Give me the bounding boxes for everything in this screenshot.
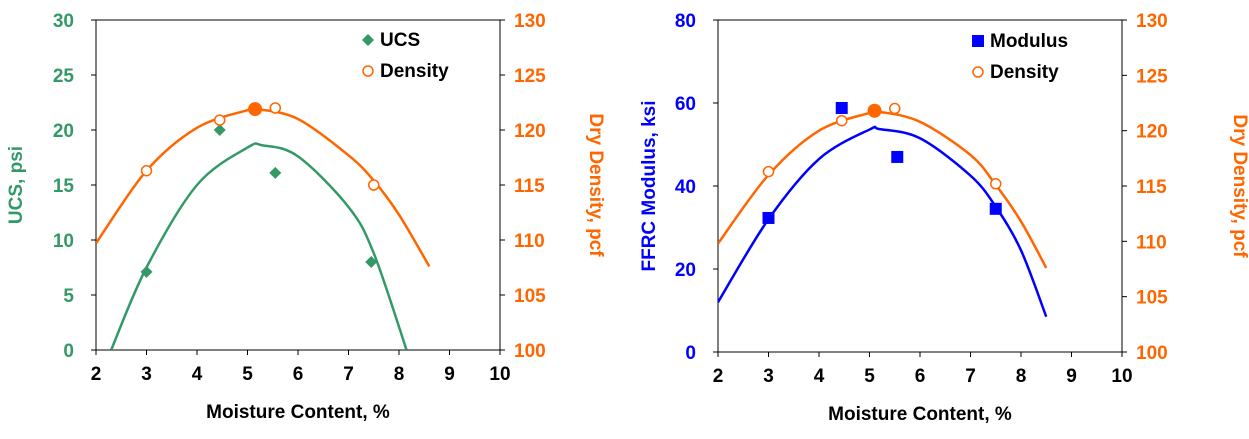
y2-axis-title: Dry Density, pcf (585, 113, 606, 257)
y2-axis-title: Dry Density, pcf (1229, 114, 1249, 258)
y2-tick-label: 115 (514, 176, 545, 197)
y2-tick-label: 105 (514, 286, 546, 307)
y-tick-label: 0 (63, 341, 74, 362)
legend-label: UCS (380, 30, 420, 51)
x-tick-label: 5 (864, 366, 875, 387)
density-point (835, 114, 848, 127)
modulus-density-chart: 2 3 4 5 6 7 8 9 10020406080100105110115120125130… (639, 11, 1249, 425)
density-point (140, 164, 153, 177)
y2-tick-label: 130 (514, 11, 546, 32)
x-tick-label: 8 (1016, 366, 1027, 387)
density-point (889, 102, 901, 115)
density-point (368, 179, 380, 191)
primary-point (269, 166, 282, 179)
primary-point (213, 124, 226, 136)
y-tick-label: 40 (675, 177, 696, 198)
y-tick-label: 15 (53, 176, 75, 197)
primary-point (140, 265, 153, 278)
optimum-point (248, 102, 263, 117)
x-tick-label: 7 (965, 366, 976, 387)
legend-label: Density (990, 62, 1059, 83)
y2-tick-label: 120 (1136, 122, 1168, 143)
plot-area (717, 19, 1123, 353)
y2-tick-label: 110 (514, 231, 545, 252)
x-axis-title: Moisture Content, % (828, 404, 1012, 425)
x-tick-label: 7 (343, 364, 354, 385)
y-axis-title: UCS, psi (6, 146, 27, 224)
x-tick-label: 5 (242, 364, 253, 385)
legend-marker (362, 34, 374, 46)
x-tick-label: 4 (814, 366, 825, 387)
y2-tick-label: 125 (1136, 66, 1168, 87)
density-fit-line (96, 106, 431, 268)
x-tick-label: 10 (489, 364, 510, 385)
x-tick-label: 6 (293, 364, 304, 385)
primary-fit-line (110, 142, 408, 350)
x-tick-label: 9 (444, 364, 455, 385)
y-tick-label: 20 (675, 260, 696, 281)
y-tick-label: 25 (53, 66, 75, 87)
y-tick-label: 0 (685, 343, 696, 364)
x-tick-label: 2 (91, 364, 102, 385)
optimum-point (867, 103, 882, 118)
x-tick-label: 3 (763, 366, 774, 387)
density-point (762, 165, 775, 178)
legend-marker (972, 35, 984, 47)
density-point (213, 114, 226, 126)
primary-point (989, 202, 1002, 215)
y-axis-title: FFRC Modulus, ksi (639, 101, 660, 272)
y-tick-label: 80 (675, 11, 696, 32)
primary-point (365, 256, 378, 268)
y2-tick-label: 105 (1136, 288, 1168, 309)
x-tick-label: 2 (713, 366, 724, 387)
density-point (990, 178, 1002, 190)
x-tick-label: 6 (915, 366, 926, 387)
y2-tick-label: 100 (1136, 343, 1168, 364)
primary-point (891, 150, 904, 163)
primary-point (835, 101, 848, 114)
y-tick-label: 5 (63, 286, 74, 307)
density-point (269, 102, 282, 114)
y2-tick-label: 125 (514, 66, 546, 87)
legend-marker (972, 66, 984, 78)
legend-marker (362, 65, 374, 77)
x-axis-title: Moisture Content, % (206, 402, 390, 423)
y-tick-label: 30 (53, 11, 74, 32)
y2-tick-label: 110 (1136, 232, 1167, 253)
y2-tick-label: 115 (1136, 177, 1167, 198)
ucs-density-chart: 2 3 4 5 6 7 8 9 10051015202530100105110115120125… (6, 11, 606, 423)
y-tick-label: 20 (53, 121, 74, 142)
legend-label: Density (380, 61, 449, 82)
legend-label: Modulus (990, 31, 1068, 52)
y-tick-label: 10 (53, 231, 74, 252)
x-tick-label: 4 (192, 364, 203, 385)
density-fit-line (718, 109, 1048, 269)
y-tick-label: 60 (675, 94, 696, 115)
x-tick-label: 3 (141, 364, 152, 385)
x-tick-label: 9 (1066, 366, 1077, 387)
y2-tick-label: 120 (514, 121, 546, 142)
x-tick-label: 8 (394, 364, 405, 385)
y2-tick-label: 100 (514, 341, 546, 362)
primary-point (762, 211, 775, 224)
primary-fit-line (718, 125, 1048, 318)
x-tick-label: 10 (1111, 366, 1132, 387)
y2-tick-label: 130 (1136, 11, 1168, 32)
